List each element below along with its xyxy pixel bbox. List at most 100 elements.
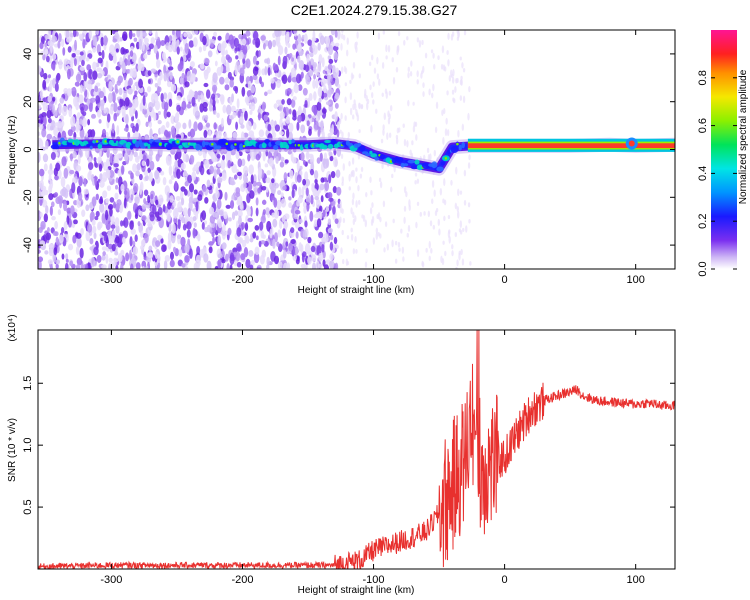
noise-speck bbox=[108, 257, 113, 263]
noise-speck bbox=[292, 43, 297, 50]
noise-speck bbox=[221, 258, 226, 264]
noise-speck bbox=[274, 72, 279, 77]
ridge-blob bbox=[379, 154, 386, 160]
noise-speck bbox=[95, 193, 99, 201]
noise-speck bbox=[199, 103, 204, 113]
ridge-blob bbox=[203, 141, 210, 146]
noise-speck bbox=[38, 227, 43, 233]
noise-speck bbox=[407, 99, 410, 107]
noise-speck bbox=[421, 261, 425, 268]
noise-speck bbox=[138, 86, 144, 94]
noise-speck bbox=[403, 39, 406, 46]
noise-speck bbox=[235, 187, 241, 195]
noise-speck bbox=[85, 204, 90, 212]
noise-speck bbox=[131, 67, 137, 78]
noise-speck bbox=[343, 65, 347, 73]
noise-speck bbox=[250, 85, 256, 94]
noise-speck bbox=[291, 156, 297, 164]
noise-speck bbox=[329, 241, 334, 251]
noise-speck bbox=[199, 63, 205, 70]
noise-speck bbox=[101, 128, 107, 137]
noise-speck bbox=[248, 249, 254, 257]
noise-speck bbox=[329, 128, 334, 136]
noise-speck bbox=[67, 243, 74, 251]
noise-speck bbox=[346, 235, 350, 240]
noise-speck bbox=[83, 72, 88, 82]
noise-speck bbox=[366, 98, 370, 105]
noise-speck bbox=[459, 56, 462, 61]
noise-speck bbox=[84, 132, 89, 138]
noise-speck bbox=[360, 166, 364, 173]
noise-speck bbox=[236, 200, 240, 206]
noise-speck bbox=[372, 81, 375, 88]
noise-speck bbox=[351, 114, 355, 120]
noise-speck bbox=[115, 224, 120, 234]
noise-speck bbox=[385, 44, 388, 53]
noise-speck bbox=[416, 37, 420, 43]
noise-speck bbox=[115, 48, 119, 53]
ridge-blob bbox=[236, 144, 241, 152]
noise-speck bbox=[259, 76, 262, 85]
noise-speck bbox=[303, 33, 308, 44]
noise-speck bbox=[395, 137, 399, 145]
ridge-blob bbox=[178, 145, 183, 150]
noise-speck bbox=[277, 229, 282, 238]
noise-speck bbox=[204, 159, 210, 169]
noise-speck bbox=[184, 243, 190, 253]
noise-speck bbox=[320, 195, 324, 203]
noise-speck bbox=[97, 221, 103, 229]
noise-speck bbox=[212, 72, 218, 84]
noise-speck bbox=[301, 186, 305, 197]
noise-speck bbox=[235, 121, 239, 131]
noise-speck bbox=[157, 86, 162, 93]
noise-speck bbox=[284, 213, 290, 220]
noise-speck bbox=[47, 95, 52, 103]
noise-speck bbox=[349, 79, 352, 85]
noise-speck bbox=[237, 110, 241, 119]
colorbar-tick-label: 0.8 bbox=[697, 70, 709, 85]
noise-speck bbox=[376, 73, 380, 80]
noise-speck bbox=[75, 232, 79, 237]
noise-speck bbox=[461, 258, 465, 266]
noise-speck bbox=[132, 246, 138, 255]
noise-speck bbox=[340, 66, 344, 74]
noise-speck bbox=[467, 112, 470, 121]
noise-speck bbox=[398, 247, 401, 252]
noise-speck bbox=[274, 124, 281, 132]
noise-speck bbox=[442, 64, 446, 71]
noise-speck bbox=[314, 196, 320, 201]
noise-speck bbox=[68, 59, 72, 65]
noise-speck bbox=[296, 174, 302, 183]
noise-speck bbox=[48, 174, 52, 182]
noise-speck bbox=[93, 90, 99, 97]
ridge-blob bbox=[290, 139, 296, 144]
noise-speck bbox=[184, 81, 190, 88]
noise-speck bbox=[268, 157, 274, 167]
noise-speck bbox=[167, 44, 173, 53]
noise-speck bbox=[52, 104, 56, 115]
noise-speck bbox=[255, 235, 259, 241]
noise-speck bbox=[327, 44, 334, 56]
noise-speck bbox=[241, 38, 247, 46]
spectrogram-y-ticks: -40 -20 0 20 40 bbox=[22, 48, 675, 253]
noise-speck bbox=[114, 192, 119, 200]
noise-speck bbox=[192, 215, 197, 222]
noise-speck bbox=[55, 259, 61, 265]
noise-speck bbox=[442, 136, 445, 145]
noise-speck bbox=[468, 154, 471, 161]
noise-speck bbox=[151, 93, 155, 104]
noise-speck bbox=[235, 251, 241, 262]
noise-speck bbox=[231, 194, 235, 200]
noise-speck bbox=[169, 72, 173, 81]
noise-speck bbox=[323, 79, 328, 84]
noise-speck bbox=[414, 180, 417, 185]
colorbar: 0.0 0.2 0.4 0.6 0.8 Normalized spectral ampl… bbox=[697, 30, 749, 277]
noise-speck bbox=[217, 162, 222, 168]
noise-speck bbox=[252, 66, 259, 76]
noise-speck bbox=[334, 78, 339, 86]
noise-speck bbox=[104, 209, 109, 221]
noise-speck bbox=[408, 204, 411, 211]
noise-speck bbox=[102, 251, 106, 256]
noise-speck bbox=[39, 124, 44, 130]
noise-speck bbox=[276, 79, 281, 89]
